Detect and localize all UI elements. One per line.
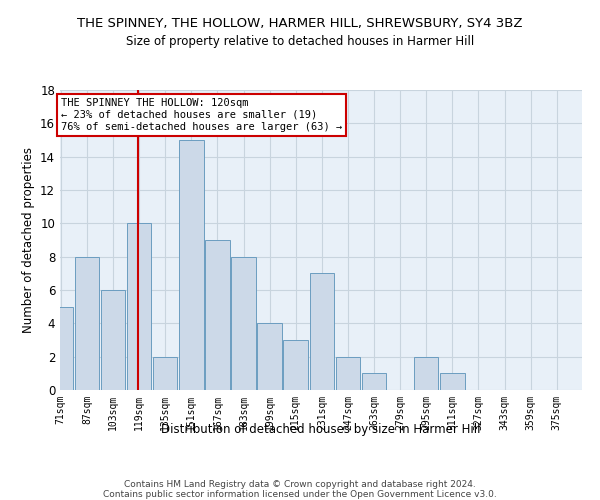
Bar <box>362 374 386 390</box>
Bar <box>283 340 308 390</box>
Bar <box>101 290 125 390</box>
Bar <box>205 240 230 390</box>
Bar <box>49 306 73 390</box>
Bar <box>310 274 334 390</box>
Bar <box>179 140 203 390</box>
Text: Size of property relative to detached houses in Harmer Hill: Size of property relative to detached ho… <box>126 35 474 48</box>
Bar <box>231 256 256 390</box>
Bar <box>153 356 178 390</box>
Bar <box>440 374 464 390</box>
Bar <box>74 256 99 390</box>
Text: Contains HM Land Registry data © Crown copyright and database right 2024.
Contai: Contains HM Land Registry data © Crown c… <box>103 480 497 500</box>
Bar <box>335 356 360 390</box>
Bar <box>414 356 439 390</box>
Y-axis label: Number of detached properties: Number of detached properties <box>22 147 35 333</box>
Text: THE SPINNEY, THE HOLLOW, HARMER HILL, SHREWSBURY, SY4 3BZ: THE SPINNEY, THE HOLLOW, HARMER HILL, SH… <box>77 18 523 30</box>
Text: THE SPINNEY THE HOLLOW: 120sqm
← 23% of detached houses are smaller (19)
76% of : THE SPINNEY THE HOLLOW: 120sqm ← 23% of … <box>61 98 342 132</box>
Text: Distribution of detached houses by size in Harmer Hill: Distribution of detached houses by size … <box>161 422 481 436</box>
Bar <box>257 324 282 390</box>
Bar <box>127 224 151 390</box>
